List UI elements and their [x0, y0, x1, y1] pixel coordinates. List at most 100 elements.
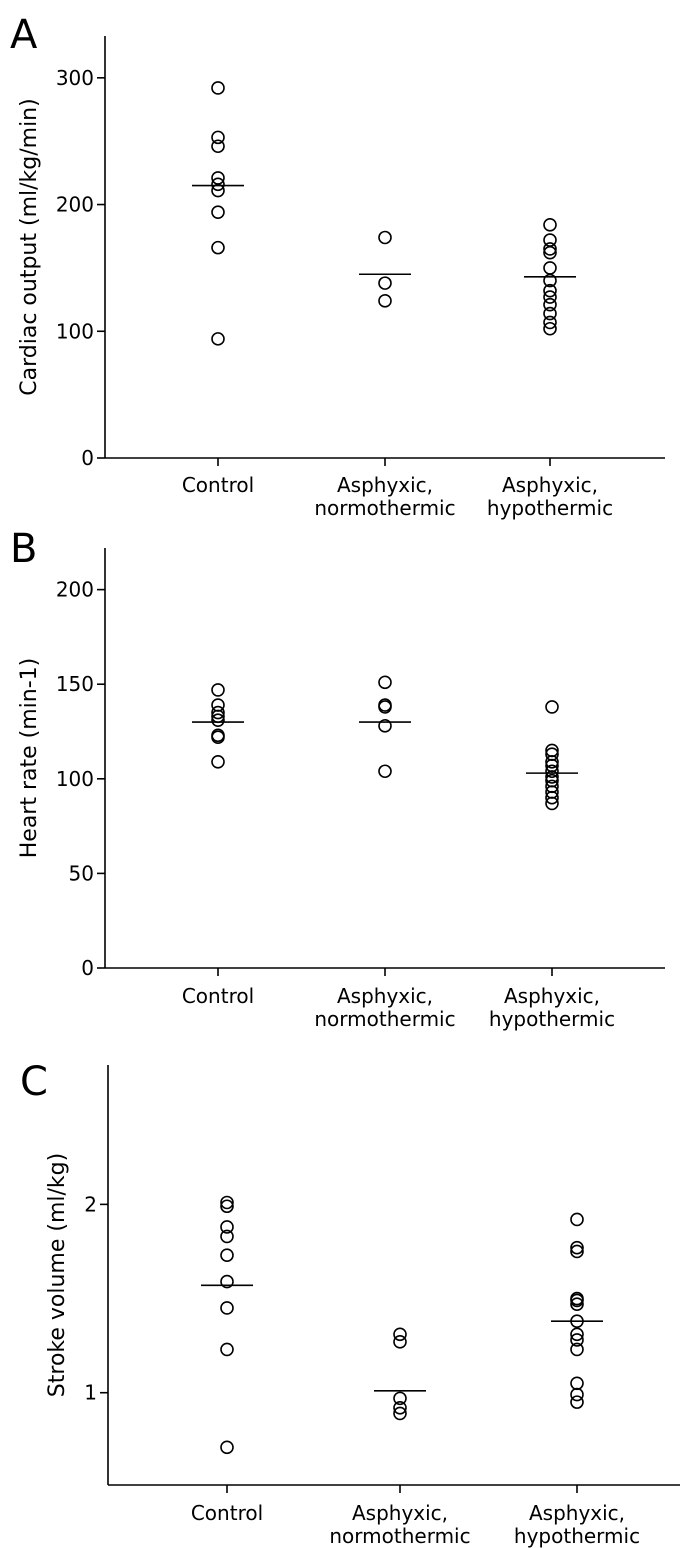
y-axis-title: Heart rate (min-1)	[17, 658, 42, 859]
chart-panel-b: B 0 50 100 150 200 Heart rate (min-1) Control As…	[10, 526, 665, 1031]
x-category-label-line: Asphyxic,	[504, 984, 600, 1008]
data-point	[220, 1199, 234, 1214]
data-point	[570, 1333, 584, 1347]
x-category-label: Asphyxic, hypothermic	[514, 1501, 640, 1548]
data-point	[220, 1220, 234, 1234]
data-point	[570, 1342, 584, 1357]
data-point	[211, 705, 225, 720]
data-point	[545, 790, 559, 805]
y-axis-title: Cardiac output (ml/kg/min)	[17, 98, 42, 395]
data-point	[543, 321, 557, 336]
y-tick-label: 50	[69, 861, 94, 885]
chart-panel-a: A 0 100 200 300 Cardiac output (ml/kg/min) Con…	[10, 12, 665, 520]
data-point	[543, 315, 557, 330]
data-point	[570, 1395, 584, 1409]
x-category-label: Asphyxic, hypothermic	[487, 473, 613, 520]
y-tick-label: 300	[56, 66, 94, 90]
x-category-label-line: Control	[182, 984, 254, 1008]
x-category-label-line: Asphyxic,	[502, 473, 598, 497]
data-point	[545, 700, 559, 714]
x-category-label: Control	[182, 984, 254, 1008]
x-category-label-line: normothermic	[314, 496, 455, 520]
data-point	[570, 1212, 584, 1227]
data-point	[211, 183, 225, 198]
data-point	[220, 1440, 234, 1455]
data-point	[211, 683, 225, 697]
data-point	[570, 1327, 584, 1342]
data-point	[570, 1244, 584, 1259]
y-tick-label: 1	[84, 1381, 97, 1405]
data-point	[211, 130, 225, 145]
x-category-label: Asphyxic, hypothermic	[489, 984, 615, 1031]
data-point	[220, 1248, 234, 1263]
data-point	[393, 1406, 407, 1421]
data-point	[211, 205, 225, 219]
y-tick-label: 2	[84, 1192, 97, 1216]
data-point	[543, 273, 557, 288]
data-point	[545, 754, 559, 769]
x-category-label-line: Asphyxic,	[352, 1501, 448, 1525]
y-tick-label: 200	[56, 193, 94, 217]
x-category-label: Asphyxic, normothermic	[314, 473, 455, 520]
x-category-label: Control	[191, 1501, 263, 1525]
data-point	[220, 1301, 234, 1315]
data-point	[211, 754, 225, 769]
data-point	[220, 1274, 234, 1289]
data-point	[393, 1400, 407, 1415]
data-point	[378, 764, 392, 779]
data-point	[545, 770, 559, 784]
x-category-label-line: Control	[182, 473, 254, 497]
data-point	[393, 1327, 407, 1342]
data-point	[570, 1376, 584, 1391]
data-point	[543, 218, 557, 232]
data-point	[543, 283, 557, 298]
data-point	[378, 276, 392, 290]
data-point	[220, 1229, 234, 1244]
data-point	[570, 1297, 584, 1311]
data-point	[211, 332, 225, 346]
data-point	[211, 240, 225, 255]
x-category-label: Asphyxic, normothermic	[329, 1501, 470, 1548]
y-tick-label: 100	[56, 319, 94, 343]
data-point	[545, 796, 559, 811]
data-point	[378, 675, 392, 690]
y-tick-label: 200	[56, 578, 94, 602]
data-point	[211, 713, 225, 727]
data-point	[543, 306, 557, 321]
x-category-label: Asphyxic, normothermic	[314, 984, 455, 1031]
x-category-label-line: Asphyxic,	[337, 984, 433, 1008]
x-category-label-line: Asphyxic,	[337, 473, 433, 497]
y-tick-label: 150	[56, 672, 94, 696]
data-point	[220, 1342, 234, 1357]
data-point	[570, 1240, 584, 1255]
data-point	[378, 700, 392, 714]
y-tick-label: 0	[81, 956, 94, 980]
data-point	[545, 764, 559, 779]
data-point	[543, 261, 557, 275]
data-point	[211, 730, 225, 744]
data-point	[393, 1335, 407, 1349]
panel-letter: A	[10, 12, 38, 58]
data-point	[543, 245, 557, 260]
y-tick-label: 100	[56, 767, 94, 791]
x-category-label-line: Control	[191, 1501, 263, 1525]
data-point	[543, 242, 557, 256]
chart-panel-c: C 1 2 Stroke volume (ml/kg) Control Asphyxic,…	[20, 1059, 680, 1548]
data-point	[378, 294, 392, 308]
data-point	[543, 297, 557, 312]
x-category-label-line: hypothermic	[489, 1007, 615, 1031]
x-category-label-line: normothermic	[329, 1524, 470, 1548]
data-point	[570, 1293, 584, 1308]
data-point	[543, 290, 557, 304]
data-point	[393, 1391, 407, 1406]
x-category-label-line: normothermic	[314, 1007, 455, 1031]
data-point	[378, 719, 392, 733]
x-category-label-line: Asphyxic,	[529, 1501, 625, 1525]
panel-letter: B	[10, 526, 37, 572]
data-point	[211, 177, 225, 192]
data-point	[211, 139, 225, 154]
y-axis-title: Stroke volume (ml/kg)	[45, 1153, 70, 1397]
panel-letter: C	[20, 1059, 48, 1105]
x-category-label-line: hypothermic	[487, 496, 613, 520]
